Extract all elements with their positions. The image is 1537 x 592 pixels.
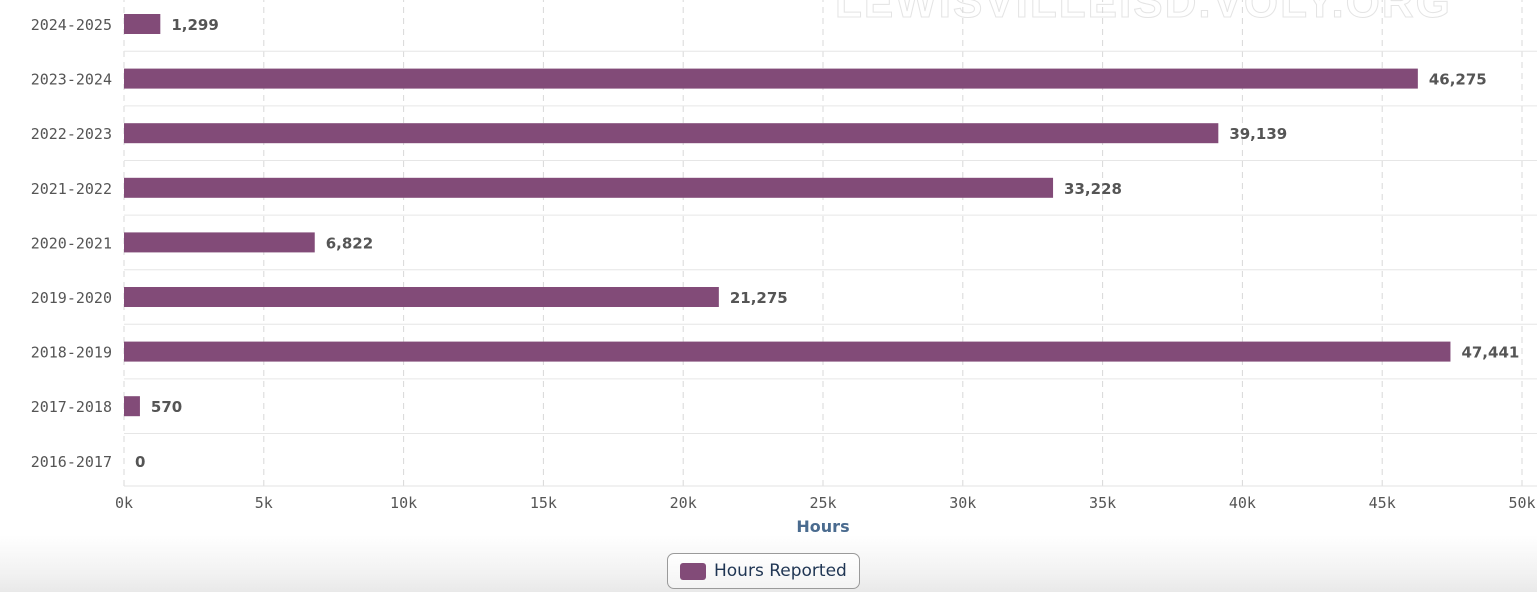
x-tick-label: 5k (255, 494, 273, 512)
category-label: 2018-2019 (31, 344, 112, 362)
x-tick-label: 10k (390, 494, 417, 512)
bar (124, 341, 1451, 362)
x-tick-label: 20k (670, 494, 697, 512)
data-label: 46,275 (1429, 71, 1487, 89)
legend-item-hours-reported[interactable]: Hours Reported (667, 553, 860, 589)
bar (124, 177, 1054, 198)
legend-swatch (680, 562, 706, 580)
bar-chart: 2024-2025 1,299 2023-2024 46,275 2022-2023 39… (31, 0, 1537, 536)
category-label: 2023-2024 (31, 71, 112, 89)
x-axis-title: Hours (796, 517, 849, 536)
data-label: 1,299 (171, 16, 218, 34)
bar (124, 232, 315, 253)
category-label: 2024-2025 (31, 16, 112, 34)
x-tick-label: 25k (809, 494, 836, 512)
bar (124, 396, 140, 417)
x-tick-label: 45k (1369, 494, 1396, 512)
x-tick-label: 35k (1089, 494, 1116, 512)
bar (124, 14, 161, 34)
legend-label: Hours Reported (714, 561, 847, 581)
x-tick-label: 30k (949, 494, 976, 512)
data-label: 570 (151, 398, 182, 416)
data-label: 39,139 (1229, 125, 1287, 143)
data-label: 0 (135, 453, 145, 471)
category-label: 2017-2018 (31, 398, 112, 416)
bar (124, 68, 1418, 89)
x-tick-label: 50k (1508, 494, 1535, 512)
data-label: 6,822 (326, 234, 373, 252)
category-label: 2019-2020 (31, 289, 112, 307)
x-tick-label: 0k (115, 494, 133, 512)
data-label: 21,275 (730, 289, 788, 307)
x-tick-label: 15k (530, 494, 557, 512)
bar (124, 287, 719, 307)
x-tick-label: 40k (1229, 494, 1256, 512)
category-label: 2020-2021 (31, 234, 112, 252)
data-label: 33,228 (1064, 180, 1122, 198)
data-label: 47,441 (1461, 344, 1519, 362)
category-label: 2022-2023 (31, 125, 112, 143)
bar (124, 123, 1219, 144)
category-label: 2016-2017 (31, 453, 112, 471)
category-label: 2021-2022 (31, 180, 112, 198)
